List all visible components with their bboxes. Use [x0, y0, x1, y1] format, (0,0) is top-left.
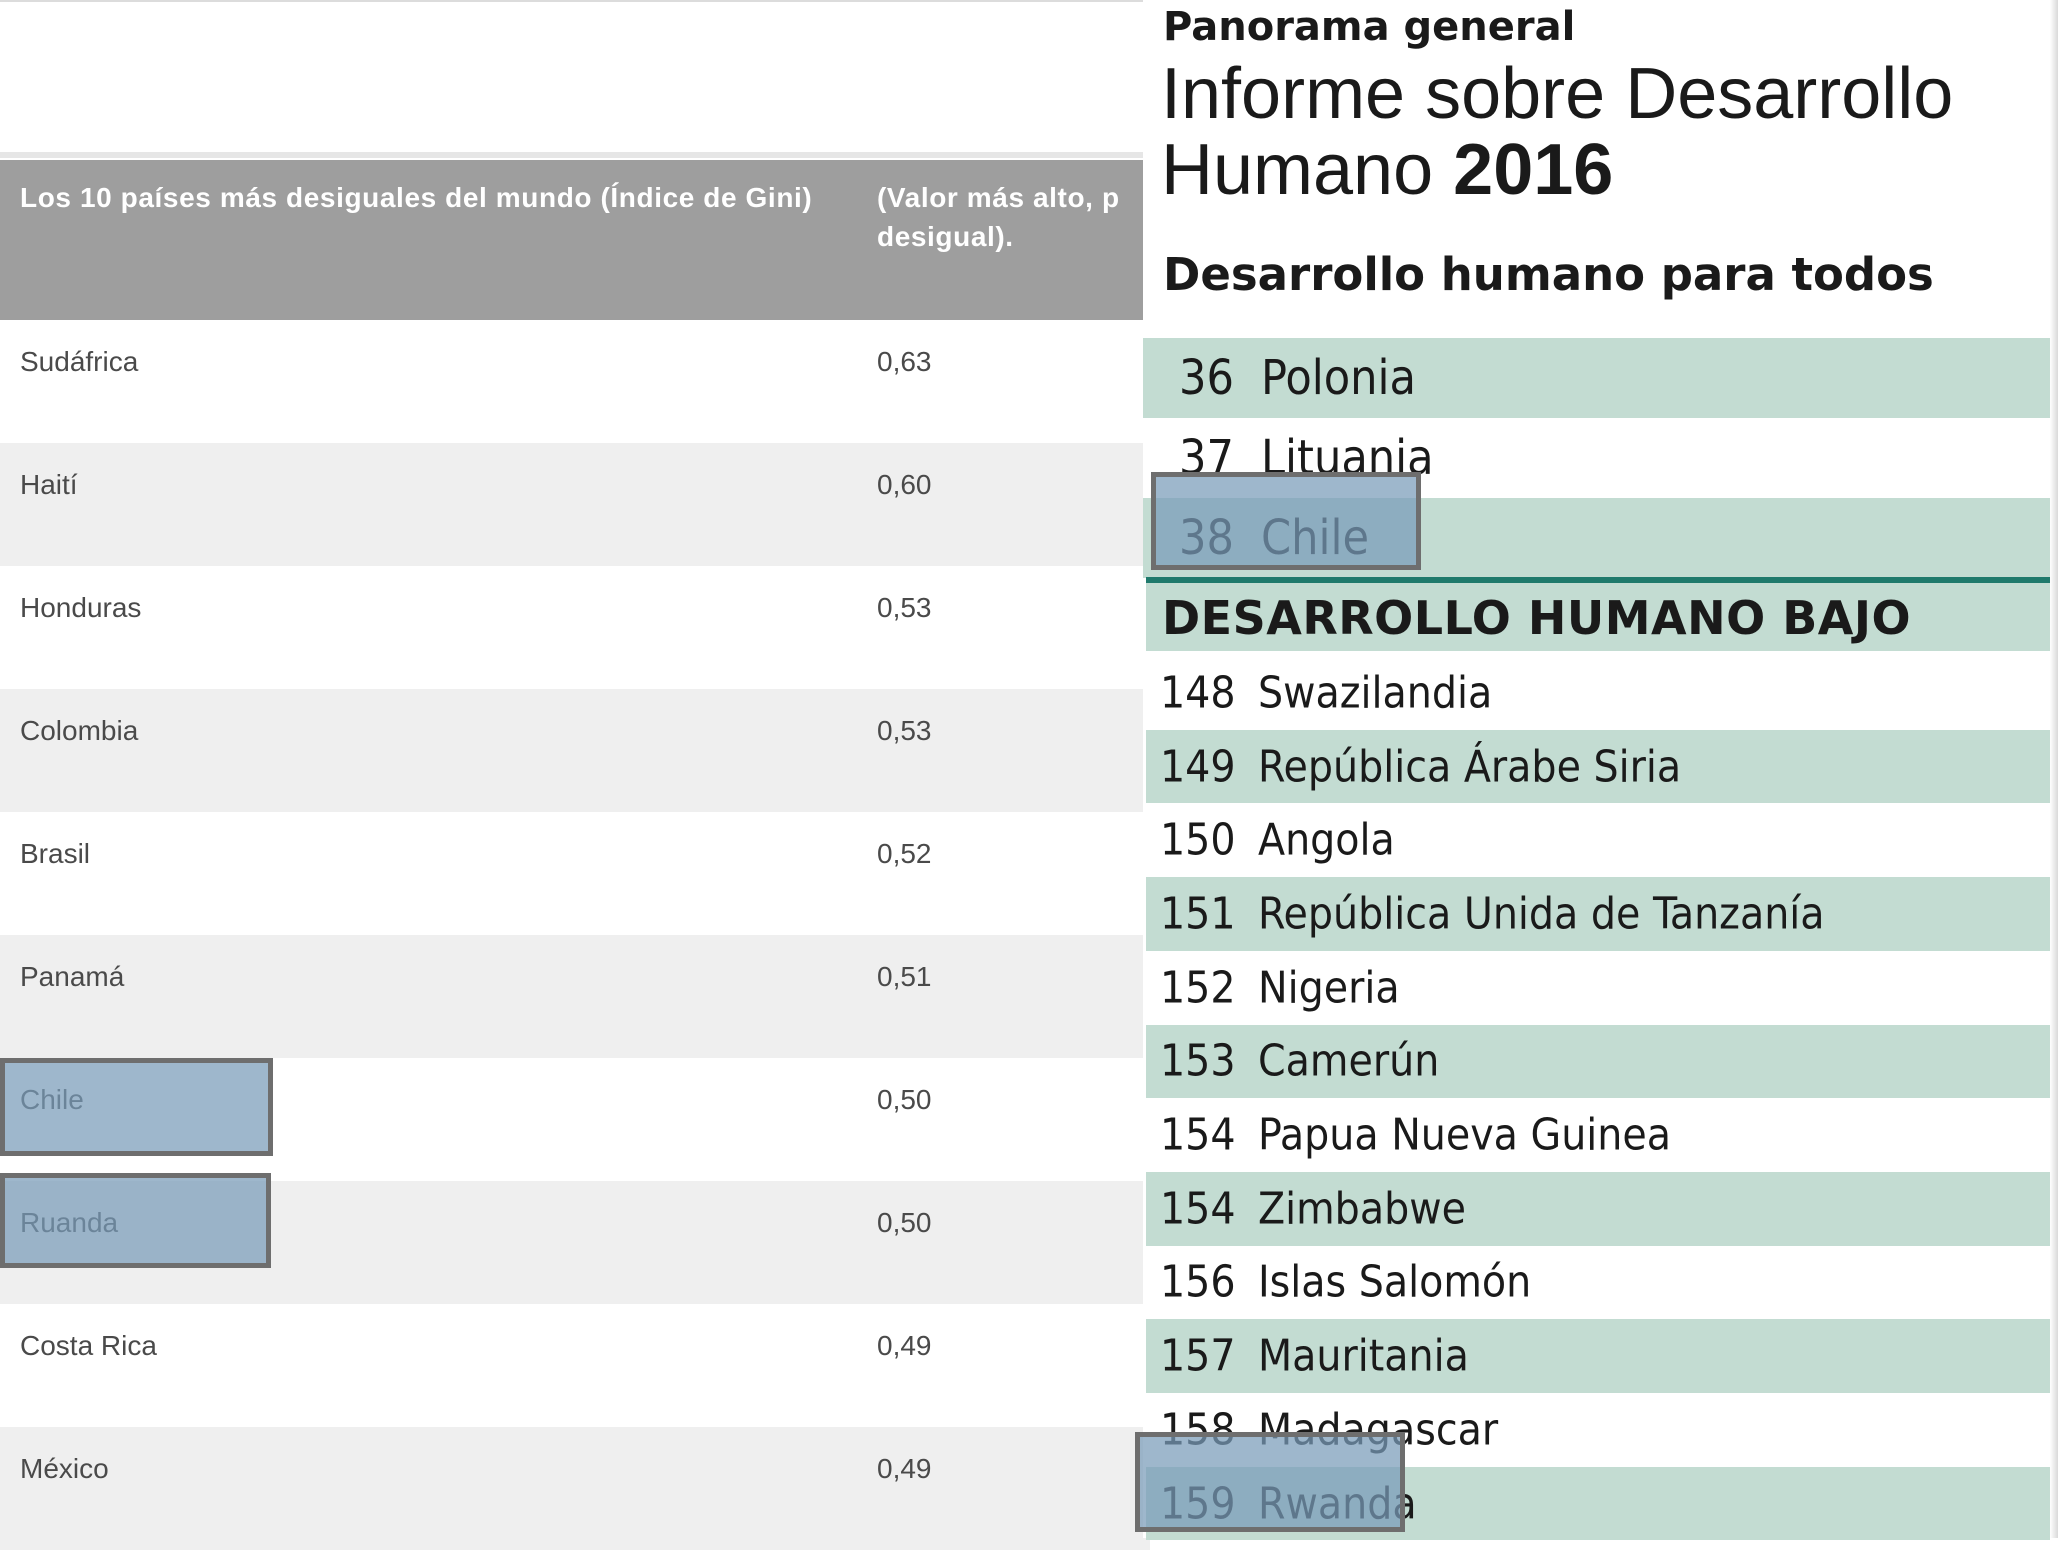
hdr-rank: 156 — [1160, 1256, 1236, 1308]
country-name: México — [20, 1453, 109, 1484]
hdr-rank: 152 — [1160, 962, 1236, 1014]
hdr-title-main: Informe sobre Desarrollo Humano — [1161, 54, 1954, 210]
hdr-row: 151 República Unida de Tanzanía — [1146, 877, 2050, 951]
gini-value: 0,53 — [877, 715, 932, 746]
hdr-row: 36 Polonia — [1143, 338, 2050, 418]
gini-value: 0,49 — [877, 1330, 932, 1361]
table-row: Sudáfrica 0,63 — [0, 320, 1150, 443]
hdr-row: 154 Zimbabwe — [1146, 1171, 2050, 1246]
hdr-row: 148 Swazilandia — [1146, 656, 2050, 730]
hdr-kicker: Panorama general — [1163, 4, 1576, 50]
hdr-row: 157 Mauritania — [1146, 1319, 2050, 1393]
section-label: DESARROLLO HUMANO BAJO — [1162, 591, 1912, 645]
hdr-country: Papua Nueva Guinea — [1258, 1109, 1671, 1161]
hdr-country: República Unida de Tanzanía — [1258, 888, 1825, 940]
hdr-country: Camerún — [1258, 1035, 1440, 1087]
hdr-title-year: 2016 — [1453, 130, 1614, 210]
hdr-country: Zimbabwe — [1258, 1183, 1466, 1235]
hdr-country: República Árabe Siria — [1258, 741, 1682, 793]
country-name: Haití — [20, 469, 78, 500]
header-value: (Valor más alto, p desigual). — [877, 182, 1120, 252]
hdr-country: Swazilandia — [1258, 667, 1493, 719]
gini-value: 0,52 — [877, 838, 932, 869]
hdr-rank: 153 — [1160, 1035, 1236, 1087]
highlight-rwanda-hdr — [1135, 1432, 1405, 1532]
country-name: Sudáfrica — [20, 346, 139, 377]
hdr-row: 153 Camerún — [1146, 1024, 2050, 1099]
gini-value: 0,51 — [877, 961, 932, 992]
highlight-chile-hdr — [1151, 472, 1421, 570]
table-row: Honduras 0,53 — [0, 566, 1150, 689]
table-row: Panamá 0,51 — [0, 935, 1150, 1058]
country-name: Honduras — [20, 592, 142, 623]
hdr-rank: 151 — [1160, 888, 1236, 940]
hdr-country: Islas Salomón — [1258, 1256, 1532, 1308]
gini-value: 0,63 — [877, 346, 932, 377]
section-divider — [1146, 577, 2050, 583]
highlight-chile — [0, 1058, 273, 1156]
table-row: Costa Rica 0,49 — [0, 1304, 1150, 1427]
hdr-country: Polonia — [1261, 350, 1416, 406]
country-name: Costa Rica — [20, 1330, 157, 1361]
country-name: Panamá — [20, 961, 125, 992]
gini-value: 0,49 — [877, 1453, 932, 1484]
hdr-title: Informe sobre Desarrollo Humano 2016 — [1161, 56, 2041, 208]
table-row: México 0,49 — [0, 1427, 1150, 1550]
hdr-overlay: Panorama general Informe sobre Desarroll… — [1135, 0, 2058, 1541]
hdr-rank: 150 — [1160, 814, 1236, 866]
gini-value: 0,50 — [877, 1084, 932, 1115]
hdr-row: 156 Islas Salomón — [1146, 1246, 2050, 1320]
country-name: Brasil — [20, 838, 91, 869]
header-band — [0, 152, 1150, 158]
header-country: Los 10 países más desiguales del mundo (… — [20, 182, 813, 213]
table-row: Haití 0,60 — [0, 443, 1150, 566]
gini-value: 0,60 — [877, 469, 932, 500]
hdr-country: Mauritania — [1258, 1330, 1469, 1382]
edge-shadow — [2050, 0, 2058, 1538]
highlight-ruanda — [0, 1173, 271, 1268]
hdr-row: 149 República Árabe Siria — [1146, 729, 2050, 804]
hdr-row: 152 Nigeria — [1146, 951, 2050, 1025]
top-divider — [0, 0, 1150, 2]
hdr-rank: 154 — [1160, 1183, 1236, 1235]
hdr-row: 150 Angola — [1146, 803, 2050, 877]
hdr-country: Nigeria — [1258, 962, 1400, 1014]
hdr-rank: 149 — [1160, 741, 1236, 793]
table-row: Colombia 0,53 — [0, 689, 1150, 812]
hdr-rank: 36 — [1179, 350, 1234, 406]
country-name: Colombia — [20, 715, 139, 746]
gini-value: 0,50 — [877, 1207, 932, 1238]
gini-value: 0,53 — [877, 592, 932, 623]
hdr-rank: 157 — [1160, 1330, 1236, 1382]
hdr-subtitle: Desarrollo humano para todos — [1163, 248, 1934, 301]
hdr-country: Angola — [1258, 814, 1395, 866]
hdr-rank: 148 — [1160, 667, 1236, 719]
section-header: DESARROLLO HUMANO BAJO — [1146, 583, 2050, 651]
hdr-rank: 154 — [1160, 1109, 1236, 1161]
table-header: Los 10 países más desiguales del mundo (… — [0, 160, 1150, 320]
hdr-row: 154 Papua Nueva Guinea — [1146, 1098, 2050, 1172]
table-row: Brasil 0,52 — [0, 812, 1150, 935]
